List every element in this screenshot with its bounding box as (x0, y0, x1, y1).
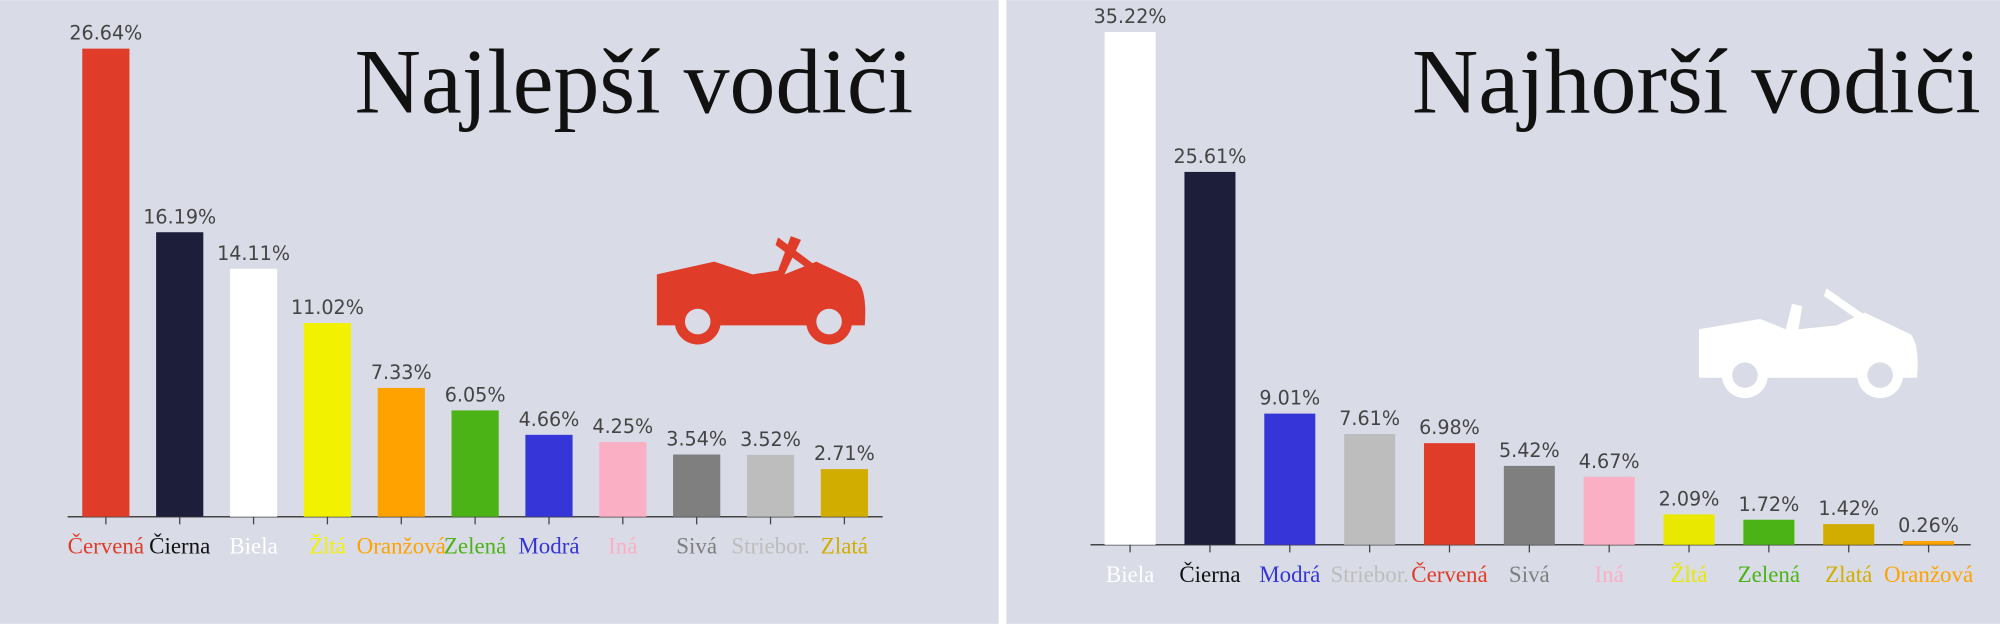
value-label: 1.72% (1738, 493, 1799, 516)
bar (1423, 443, 1475, 545)
bar (599, 442, 647, 517)
bar (1583, 476, 1635, 545)
car-icon (1698, 288, 1918, 399)
value-label: 7.61% (1339, 407, 1400, 430)
value-label: 11.02% (291, 296, 364, 319)
category-label: Zelená (444, 534, 506, 559)
bar (1344, 433, 1396, 545)
category-label: Žltá (1671, 562, 1708, 587)
category-label: Modrá (1259, 562, 1320, 587)
category-label: Iná (608, 534, 637, 559)
value-label: 1.42% (1818, 497, 1879, 520)
bar (156, 232, 204, 517)
bar (1663, 514, 1715, 545)
category-label: Sivá (1509, 562, 1550, 587)
value-label: 7.33% (371, 361, 432, 384)
bar (1104, 32, 1156, 545)
bar (82, 48, 130, 517)
value-label: 2.71% (814, 442, 875, 465)
category-label: Čierna (1179, 561, 1240, 587)
value-label: 4.67% (1579, 450, 1640, 473)
category-label: Striebor. (731, 534, 809, 559)
value-label: 2.09% (1659, 487, 1720, 510)
category-label: Oranžová (357, 534, 446, 559)
panel-background (1006, 0, 2000, 624)
category-label: Žltá (309, 534, 346, 559)
value-label: 6.05% (445, 383, 506, 406)
value-label: 3.52% (740, 428, 801, 451)
value-label: 25.61% (1173, 145, 1246, 168)
category-label: Zelená (1738, 562, 1800, 587)
bar (525, 434, 573, 517)
bar (451, 410, 499, 517)
bar (303, 323, 352, 517)
bar (746, 454, 795, 517)
bar (1184, 171, 1236, 545)
value-label: 6.98% (1419, 416, 1480, 439)
bar (1264, 413, 1316, 545)
value-label: 35.22% (1094, 5, 1167, 28)
category-label: Červená (68, 533, 144, 559)
value-label: 0.26% (1898, 514, 1959, 537)
bar (820, 469, 868, 517)
category-label: Striebor. (1330, 562, 1408, 587)
category-label: Červená (1411, 561, 1487, 587)
bar (1823, 524, 1875, 545)
value-label: 14.11% (217, 242, 290, 265)
value-label: 9.01% (1259, 387, 1320, 410)
value-label: 4.66% (519, 408, 580, 431)
chart-title: Najlepší vodiči (355, 30, 914, 132)
car-icon (656, 236, 866, 345)
category-label: Čierna (149, 533, 210, 559)
category-label: Iná (1595, 562, 1624, 587)
value-label: 16.19% (143, 205, 216, 228)
category-label: Biela (1106, 562, 1154, 587)
value-label: 5.42% (1499, 439, 1560, 462)
category-label: Zlatá (1825, 562, 1872, 587)
value-label: 26.64% (69, 22, 142, 45)
bar (229, 268, 278, 517)
category-label: Zlatá (821, 534, 868, 559)
value-label: 4.25% (592, 415, 653, 438)
value-label: 3.54% (666, 428, 727, 451)
bar (673, 454, 721, 517)
category-label: Biela (229, 534, 277, 559)
chart-title: Najhorší vodiči (1412, 30, 1981, 132)
bar (1903, 540, 1955, 545)
bar (377, 387, 425, 517)
category-label: Oranžová (1884, 562, 1973, 587)
category-label: Sivá (676, 534, 717, 559)
category-label: Modrá (518, 534, 579, 559)
bar (1743, 519, 1795, 545)
bar (1503, 465, 1555, 545)
